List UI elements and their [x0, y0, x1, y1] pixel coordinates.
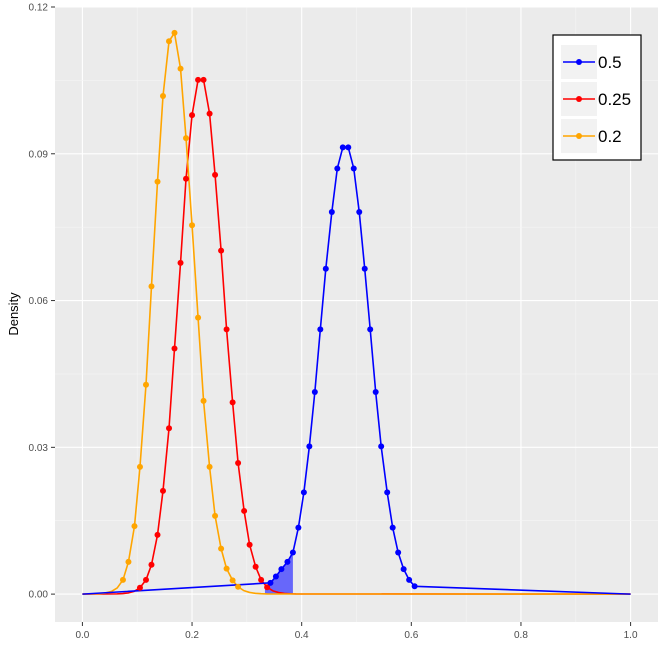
- data-point-0.5: [334, 165, 341, 172]
- y-tick-label: 0.12: [29, 3, 49, 14]
- shaded-area: [264, 532, 293, 595]
- data-point-0.25: [229, 399, 236, 406]
- data-point-0.5: [361, 265, 368, 272]
- data-point-0.5: [345, 144, 352, 151]
- data-point-0.25: [177, 259, 184, 266]
- data-point-0.5: [406, 576, 413, 583]
- data-point-0.5: [300, 489, 307, 496]
- data-point-0.5: [350, 165, 357, 172]
- data-point-0.5: [372, 389, 379, 396]
- data-point-0.5: [322, 265, 329, 272]
- x-tick-label: 0.6: [404, 630, 418, 641]
- y-axis-title: Density: [6, 292, 21, 336]
- data-point-0.5: [295, 524, 302, 531]
- legend-label: 0.5: [598, 53, 622, 72]
- data-point-0.25: [166, 425, 173, 432]
- data-point-0.2: [235, 583, 242, 590]
- data-point-0.5: [289, 549, 296, 556]
- x-tick-label: 0.2: [185, 630, 199, 641]
- data-point-0.25: [183, 175, 190, 182]
- data-point-0.2: [131, 523, 138, 530]
- data-point-0.25: [148, 561, 155, 568]
- y-tick-label: 0.06: [29, 296, 49, 307]
- data-point-0.5: [306, 443, 313, 450]
- data-point-0.25: [258, 576, 265, 583]
- data-point-0.2: [171, 29, 178, 36]
- y-axis: 0.00 0.03 0.06 0.09 0.12: [29, 3, 55, 601]
- data-point-0.2: [148, 283, 155, 290]
- x-tick-label: 0.0: [75, 630, 89, 641]
- series-line-0.25: [82, 79, 631, 595]
- data-point-0.2: [125, 558, 132, 565]
- data-point-0.25: [218, 247, 225, 254]
- data-point-0.25: [206, 110, 213, 117]
- data-point-0.5: [395, 549, 402, 556]
- data-point-0.25: [246, 541, 253, 548]
- data-point-0.5: [411, 583, 418, 590]
- data-point-0.2: [218, 545, 225, 552]
- data-point-0.5: [400, 566, 407, 573]
- data-point-0.25: [159, 487, 166, 494]
- shaded-region: [264, 532, 293, 595]
- data-point-0.5: [384, 489, 391, 496]
- legend-label: 0.25: [598, 90, 631, 109]
- legend-label: 0.2: [598, 127, 622, 146]
- data-point-0.25: [200, 76, 207, 83]
- data-point-0.5: [278, 566, 285, 573]
- legend-key-point: [576, 96, 582, 102]
- data-point-0.2: [177, 65, 184, 72]
- data-point-0.5: [272, 573, 279, 580]
- data-point-0.25: [171, 345, 178, 352]
- data-point-0.5: [284, 558, 291, 565]
- series-points: [119, 29, 418, 591]
- data-point-0.2: [166, 38, 173, 45]
- data-point-0.2: [206, 463, 213, 470]
- data-point-0.25: [154, 531, 161, 538]
- data-point-0.25: [223, 326, 230, 333]
- data-point-0.2: [229, 577, 236, 584]
- y-tick-label: 0.00: [29, 590, 49, 601]
- y-tick-label: 0.03: [29, 443, 49, 454]
- data-point-0.5: [356, 209, 363, 215]
- data-point-0.2: [189, 222, 196, 229]
- data-point-0.2: [195, 314, 202, 321]
- data-point-0.2: [142, 381, 149, 388]
- data-point-0.5: [367, 326, 374, 333]
- data-point-0.5: [317, 326, 324, 333]
- data-point-0.5: [339, 144, 346, 151]
- data-point-0.2: [136, 463, 143, 470]
- data-point-0.5: [328, 209, 335, 215]
- data-point-0.2: [212, 512, 219, 519]
- data-point-0.25: [142, 576, 149, 583]
- data-point-0.25: [241, 507, 248, 514]
- legend-key-point: [576, 133, 582, 139]
- data-point-0.25: [235, 459, 242, 466]
- x-tick-label: 0.4: [295, 630, 309, 641]
- data-point-0.25: [189, 112, 196, 119]
- data-point-0.2: [183, 135, 190, 142]
- y-tick-label: 0.09: [29, 149, 49, 160]
- data-point-0.2: [223, 565, 230, 572]
- x-tick-label: 1.0: [624, 630, 638, 641]
- x-axis: 0.0 0.2 0.4 0.6 0.8 1.0: [75, 622, 638, 641]
- legend-key-point: [576, 59, 582, 65]
- data-point-0.25: [195, 76, 202, 83]
- data-point-0.2: [159, 93, 166, 100]
- series-line-0.2: [82, 32, 631, 595]
- data-point-0.5: [311, 389, 318, 396]
- legend: 0.5 0.25 0.2: [552, 34, 642, 161]
- data-point-0.5: [267, 579, 274, 586]
- x-tick-label: 0.8: [514, 630, 528, 641]
- data-point-0.25: [136, 584, 143, 591]
- data-point-0.5: [389, 524, 396, 531]
- data-point-0.25: [212, 171, 219, 178]
- data-point-0.25: [264, 584, 271, 591]
- data-point-0.25: [252, 563, 259, 570]
- data-point-0.2: [154, 178, 161, 185]
- data-point-0.2: [119, 576, 126, 583]
- data-point-0.5: [378, 443, 385, 450]
- data-point-0.2: [200, 397, 207, 404]
